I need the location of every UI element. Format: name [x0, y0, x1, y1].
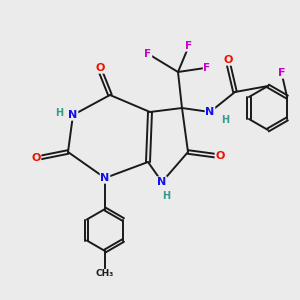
Text: H: H	[55, 108, 63, 118]
Text: N: N	[100, 173, 109, 183]
Text: O: O	[31, 153, 41, 163]
Text: F: F	[203, 63, 211, 73]
Text: CH₃: CH₃	[96, 269, 114, 278]
Text: O: O	[215, 151, 225, 161]
Text: N: N	[206, 107, 214, 117]
Text: F: F	[144, 49, 152, 59]
Text: H: H	[221, 115, 229, 125]
Text: N: N	[158, 177, 166, 187]
Text: F: F	[185, 41, 193, 51]
Text: H: H	[162, 191, 170, 201]
Text: O: O	[95, 63, 105, 73]
Text: N: N	[68, 110, 78, 120]
Text: F: F	[278, 68, 286, 78]
Text: O: O	[223, 55, 233, 65]
